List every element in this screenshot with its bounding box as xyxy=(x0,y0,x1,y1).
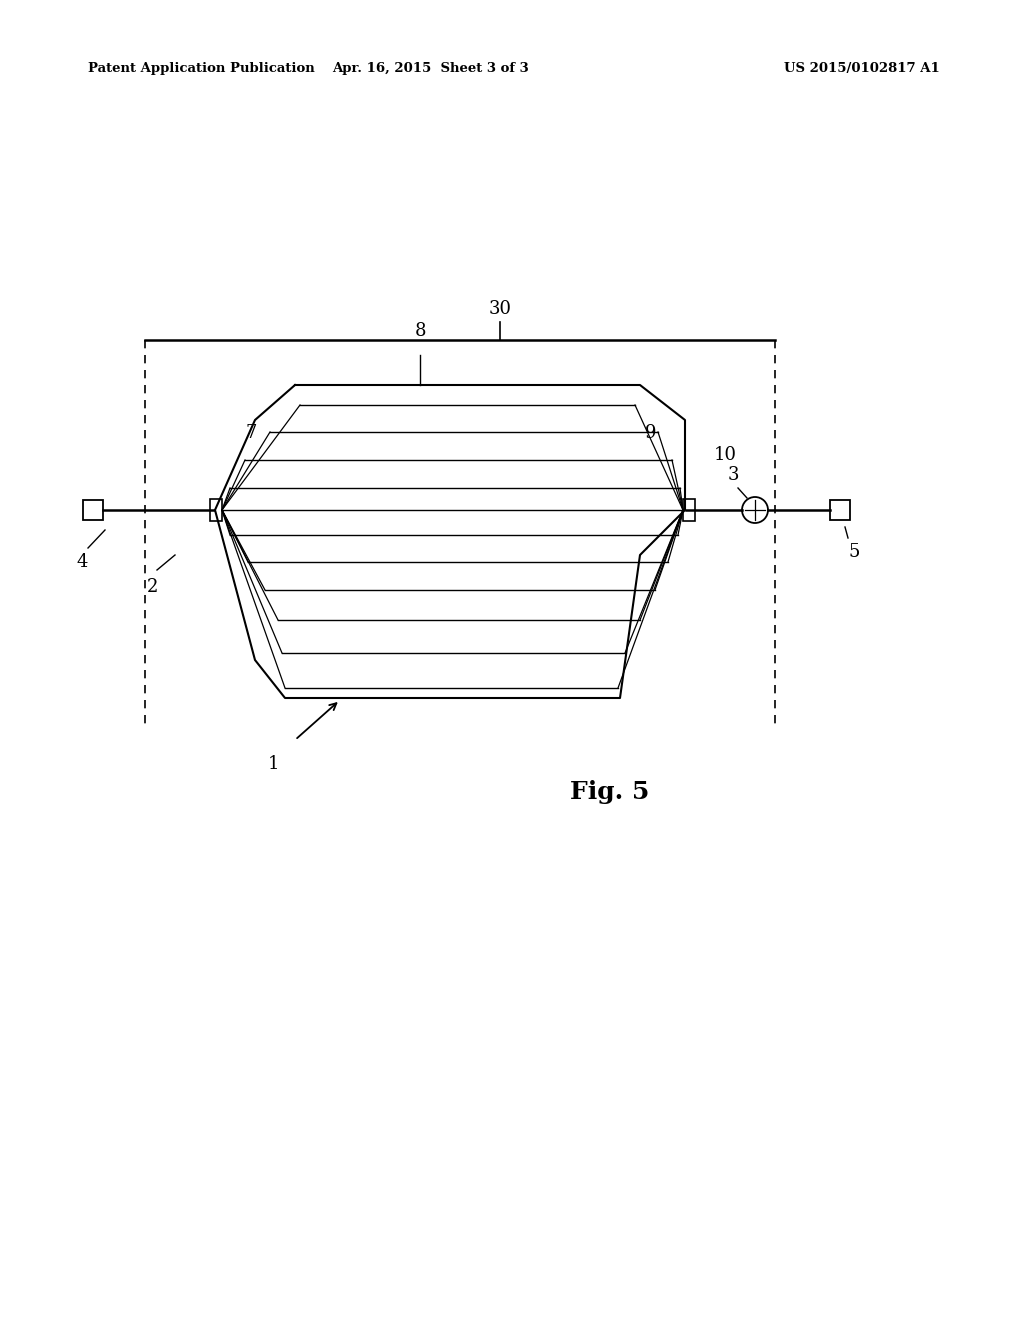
Text: 5: 5 xyxy=(848,543,859,561)
Bar xyxy=(210,499,222,521)
Text: 30: 30 xyxy=(488,300,512,318)
Text: 4: 4 xyxy=(77,553,88,572)
Bar xyxy=(83,500,103,520)
Text: 9: 9 xyxy=(645,424,656,442)
Bar xyxy=(830,500,850,520)
Bar xyxy=(683,499,695,521)
Text: 3: 3 xyxy=(727,466,738,484)
Text: 2: 2 xyxy=(146,578,158,597)
Text: US 2015/0102817 A1: US 2015/0102817 A1 xyxy=(784,62,940,75)
Text: 10: 10 xyxy=(714,446,737,465)
Text: 7: 7 xyxy=(246,424,257,442)
Text: 1: 1 xyxy=(267,755,279,774)
Text: 8: 8 xyxy=(415,322,426,341)
Text: Fig. 5: Fig. 5 xyxy=(570,780,649,804)
Text: Patent Application Publication: Patent Application Publication xyxy=(88,62,314,75)
Text: Apr. 16, 2015  Sheet 3 of 3: Apr. 16, 2015 Sheet 3 of 3 xyxy=(332,62,528,75)
Circle shape xyxy=(742,498,768,523)
